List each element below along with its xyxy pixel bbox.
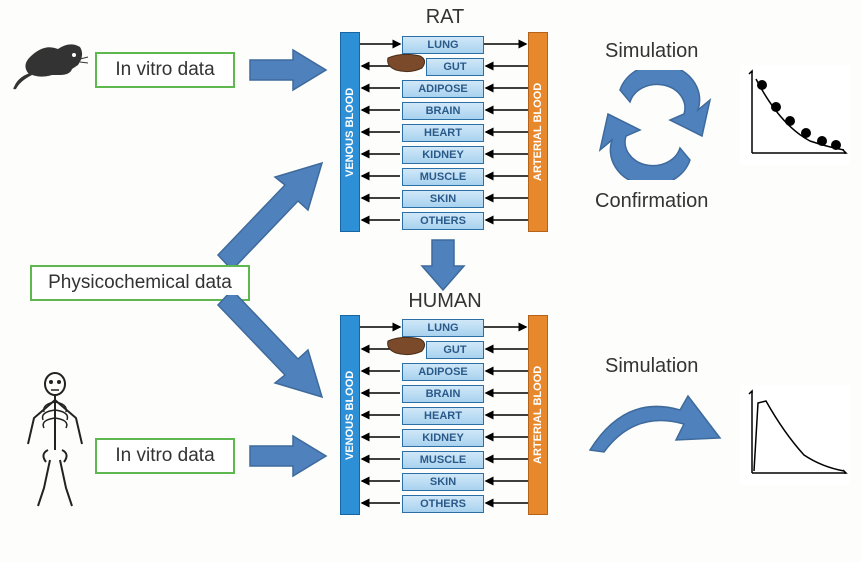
invitro-top-box: In vitro data [95, 52, 235, 88]
rat-liver-icon [384, 52, 428, 74]
rat-organ-2-label: ADIPOSE [418, 83, 468, 95]
human-liver-icon [384, 335, 428, 357]
human-title: HUMAN [370, 290, 520, 313]
rat-organ-4: HEART [402, 124, 484, 142]
human-venous-bar: VENOUS BLOOD [340, 315, 360, 515]
arrow-physchem-down [210, 295, 330, 405]
human-organ-4: HEART [402, 407, 484, 425]
human-organ-6: MUSCLE [402, 451, 484, 469]
human-organ-4-label: HEART [424, 410, 462, 422]
human-organ-8: OTHERS [402, 495, 484, 513]
rat-organ-7-label: SKIN [430, 193, 456, 205]
rat-organ-8: OTHERS [402, 212, 484, 230]
rat-organ-0-label: LUNG [427, 39, 458, 51]
rat-organ-2: ADIPOSE [402, 80, 484, 98]
curved-arrow-icon [580, 390, 730, 460]
rat-organ-3: BRAIN [402, 102, 484, 120]
human-arterial-bar: ARTERIAL BLOOD [528, 315, 548, 515]
physchem-label: Physicochemical data [48, 272, 232, 294]
human-venous-label: VENOUS BLOOD [344, 370, 356, 459]
rat-organ-3-label: BRAIN [426, 105, 461, 117]
human-organ-0-label: LUNG [427, 322, 458, 334]
rat-title: RAT [370, 6, 520, 29]
arrow-physchem-up [210, 155, 330, 265]
confirmation-text: Confirmation [595, 190, 708, 212]
human-organ-3: BRAIN [402, 385, 484, 403]
invitro-top-label: In vitro data [115, 59, 214, 81]
bottom-chart [740, 385, 850, 485]
human-organ-1-label: GUT [443, 344, 466, 356]
human-organ-5: KIDNEY [402, 429, 484, 447]
rat-organ-8-label: OTHERS [420, 215, 466, 227]
arrow-invitro-bottom [248, 434, 328, 478]
invitro-bottom-box: In vitro data [95, 438, 235, 474]
rat-organ-6: MUSCLE [402, 168, 484, 186]
human-organ-2-label: ADIPOSE [418, 366, 468, 378]
rat-venous-bar: VENOUS BLOOD [340, 32, 360, 232]
rat-organ-5: KIDNEY [402, 146, 484, 164]
simulation-top-label: Simulation [605, 40, 698, 63]
human-organ-7: SKIN [402, 473, 484, 491]
rat-arterial-label: ARTERIAL BLOOD [532, 83, 544, 181]
confirmation-label: Confirmation [595, 190, 708, 213]
rat-organ-1: GUT [426, 58, 484, 76]
rat-arterial-bar: ARTERIAL BLOOD [528, 32, 548, 232]
invitro-bottom-label: In vitro data [115, 445, 214, 467]
cycle-arrows-icon [590, 70, 720, 180]
top-chart [740, 65, 850, 165]
human-pbpk: VENOUS BLOOD ARTERIAL BLOOD LUNG GUT ADI… [340, 315, 550, 515]
rat-organ-7: SKIN [402, 190, 484, 208]
simulation-bottom-label: Simulation [605, 355, 698, 378]
rat-organ-6-label: MUSCLE [420, 171, 466, 183]
human-title-text: HUMAN [408, 290, 481, 312]
human-organ-6-label: MUSCLE [420, 454, 466, 466]
human-organ-2: ADIPOSE [402, 363, 484, 381]
human-arterial-label: ARTERIAL BLOOD [532, 366, 544, 464]
human-organ-0: LUNG [402, 319, 484, 337]
arrow-rat-to-human [420, 238, 466, 292]
rat-icon [10, 35, 90, 90]
simulation-bottom-text: Simulation [605, 355, 698, 377]
rat-organ-0: LUNG [402, 36, 484, 54]
human-organ-7-label: SKIN [430, 476, 456, 488]
rat-venous-label: VENOUS BLOOD [344, 87, 356, 176]
rat-organ-1-label: GUT [443, 61, 466, 73]
human-organ-3-label: BRAIN [426, 388, 461, 400]
human-organ-5-label: KIDNEY [422, 432, 464, 444]
skeleton-icon [20, 370, 90, 510]
human-organ-1: GUT [426, 341, 484, 359]
rat-organ-5-label: KIDNEY [422, 149, 464, 161]
simulation-top-text: Simulation [605, 40, 698, 62]
rat-organ-4-label: HEART [424, 127, 462, 139]
human-organ-8-label: OTHERS [420, 498, 466, 510]
rat-pbpk: VENOUS BLOOD ARTERIAL BLOOD LUNG [340, 32, 550, 232]
rat-title-text: RAT [426, 6, 465, 28]
arrow-invitro-top [248, 48, 328, 92]
